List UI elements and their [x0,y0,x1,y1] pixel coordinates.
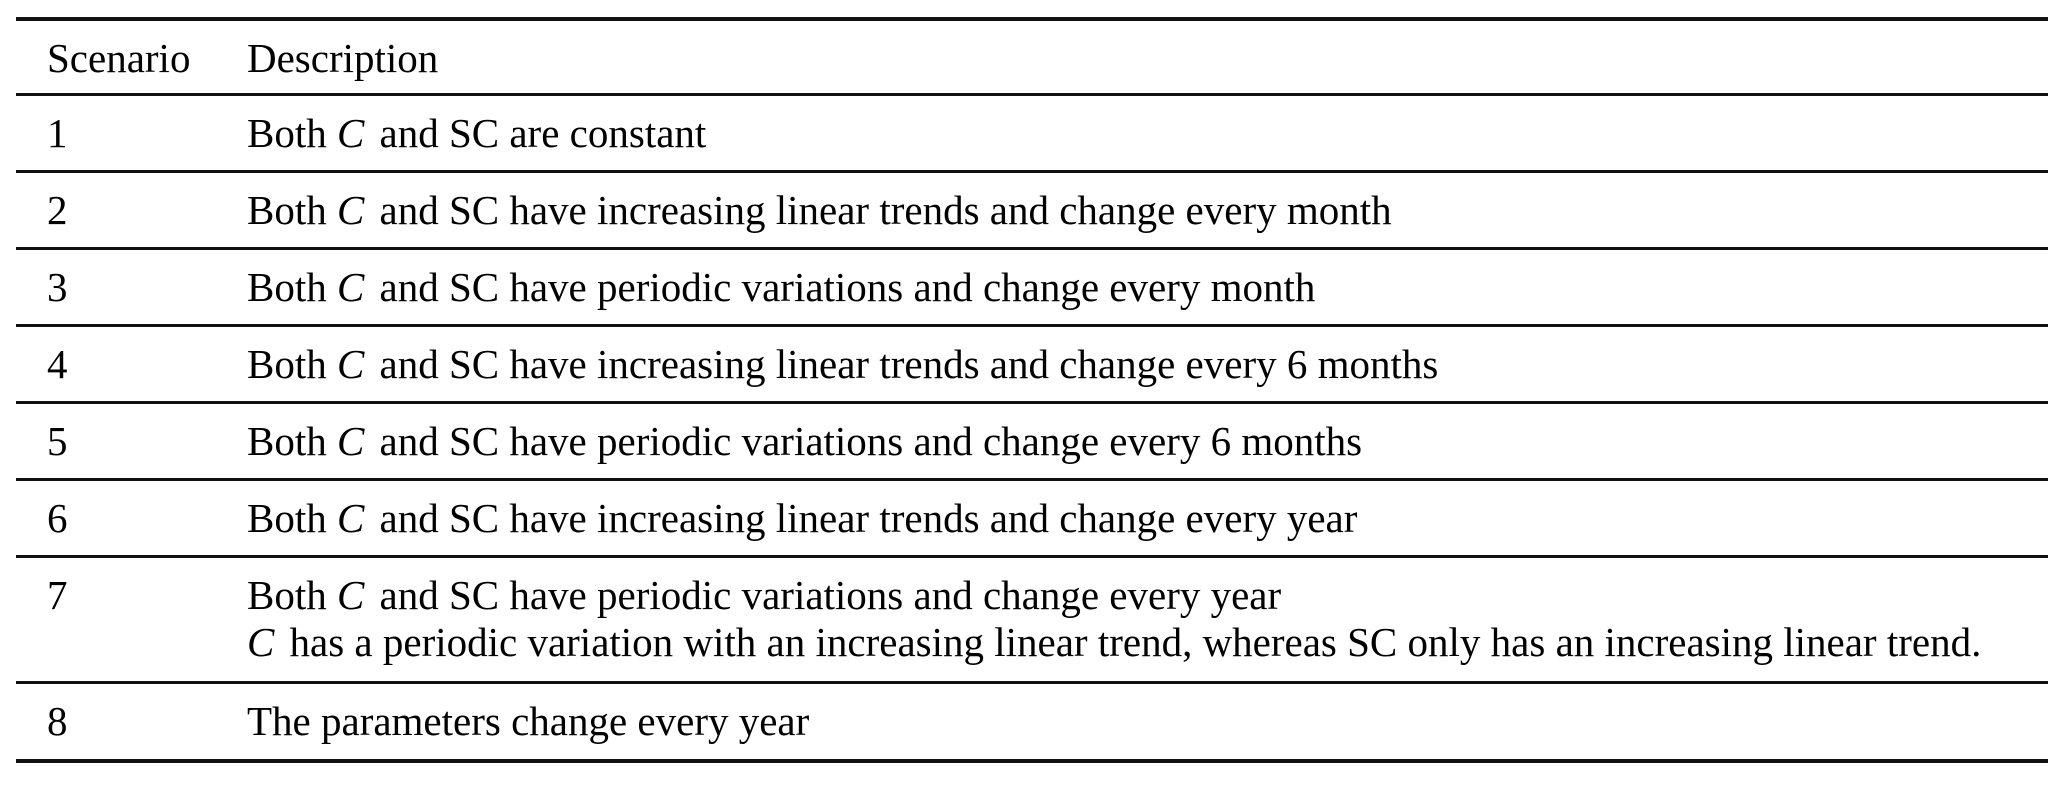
scenario-table: Scenario Description 1 Both C and SC are … [16,17,2048,763]
table-row: 2 Both C and SC have increasing linear tr… [16,171,2048,248]
scenario-number: 4 [47,340,68,387]
scenario-number: 7 [47,571,68,618]
variable-c: C [337,340,365,387]
table-row: 4 Both C and SC have increasing linear tr… [16,325,2048,402]
description-cell: Both C and SC have increasing linear tre… [247,171,2048,248]
scenario-cell: 4 [16,325,247,402]
table-row: 5 Both C and SC have periodic variations … [16,402,2048,479]
table-row: 1 Both C and SC are constant [16,94,2048,171]
description-line: The parameters change every year [247,697,810,744]
description-cell: Both C and SC have increasing linear tre… [247,325,2048,402]
scenario-cell: 6 [16,479,247,556]
variable-c: C [337,494,365,541]
scenario-number: 5 [47,417,68,464]
description-line: Both C and SC have periodic variations a… [247,417,1363,464]
description-cell: Both C and SC have periodic variations a… [247,556,2048,682]
description-line: Both C and SC have increasing linear tre… [247,340,1439,387]
scenario-number: 1 [47,109,68,156]
description-cell: The parameters change every year [247,682,2048,761]
description-line: Both C and SC have increasing linear tre… [247,494,1358,541]
table-body: 1 Both C and SC are constant 2 Both C and S… [16,94,2048,761]
table-header-row: Scenario Description [16,19,2048,94]
column-header-description: Description [247,19,2048,94]
description-cell: Both C and SC have increasing linear tre… [247,479,2048,556]
scenario-cell: 3 [16,248,247,325]
column-header-scenario-label: Scenario [47,35,191,81]
scenario-number: 3 [47,263,68,310]
scenario-cell: 5 [16,402,247,479]
table-row: 8 The parameters change every year [16,682,2048,761]
variable-c: C [247,618,275,665]
description-line: Both C and SC have periodic variations a… [247,263,1316,310]
variable-c: C [337,109,365,156]
scenario-number: 8 [47,697,68,744]
scenario-number: 6 [47,494,68,541]
description-cell: Both C and SC have periodic variations a… [247,402,2048,479]
description-line: C has a periodic variation with an incre… [247,618,1982,665]
description-line: Both C and SC are constant [247,109,707,156]
variable-c: C [337,571,365,618]
scenario-cell: 1 [16,94,247,171]
scenario-number: 2 [47,186,68,233]
scenario-table-container: Scenario Description 1 Both C and SC are … [16,17,2048,763]
description-cell: Both C and SC are constant [247,94,2048,171]
column-header-scenario: Scenario [16,19,247,94]
table-row: 3 Both C and SC have periodic variations … [16,248,2048,325]
description-line: Both C and SC have periodic variations a… [247,571,1282,618]
scenario-cell: 8 [16,682,247,761]
variable-c: C [337,263,365,310]
variable-c: C [337,186,365,233]
table-row: 6 Both C and SC have increasing linear tr… [16,479,2048,556]
scenario-cell: 2 [16,171,247,248]
scenario-cell: 7 [16,556,247,682]
table-row: 7 Both C and SC have periodic variations … [16,556,2048,682]
description-line: Both C and SC have increasing linear tre… [247,186,1392,233]
variable-c: C [337,417,365,464]
description-cell: Both C and SC have periodic variations a… [247,248,2048,325]
column-header-description-label: Description [247,35,439,81]
